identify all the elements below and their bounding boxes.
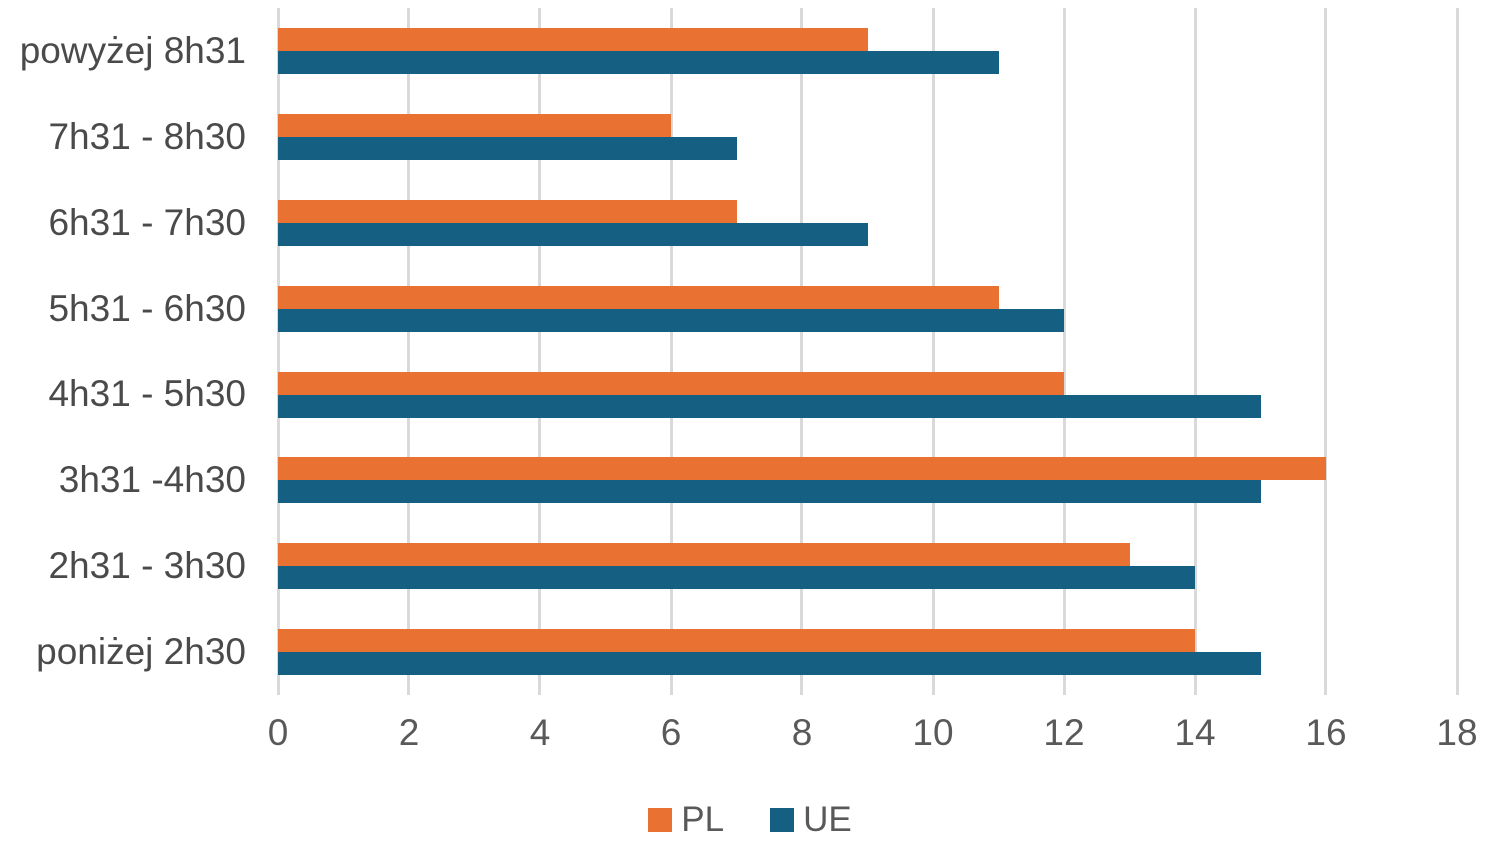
bar-ue-0 — [278, 51, 999, 74]
bar-pl-7 — [278, 629, 1195, 653]
legend-item-ue: UE — [770, 800, 852, 840]
bar-ue-1 — [278, 136, 737, 160]
gridline-x-8 — [800, 8, 804, 695]
bar-row-4 — [278, 352, 1457, 438]
bar-row-2 — [278, 180, 1457, 266]
legend-label-pl: PL — [681, 800, 725, 839]
x-tick-label-12: 12 — [1043, 712, 1085, 753]
gridline-x-14 — [1193, 8, 1197, 695]
x-tick-label-6: 6 — [660, 712, 682, 753]
legend-swatch-pl — [648, 808, 673, 832]
x-tick-label-4: 4 — [529, 712, 551, 753]
bar-row-5 — [278, 437, 1457, 523]
bar-row-1 — [278, 94, 1457, 180]
legend: PL UE — [0, 798, 1500, 842]
category-label-0: powyżej 8h31 — [19, 29, 246, 71]
legend-label-ue: UE — [803, 800, 852, 839]
x-tick-label-18: 18 — [1436, 712, 1478, 753]
bar-pl-1 — [278, 113, 671, 137]
category-label-6: 2h31 - 3h30 — [48, 545, 246, 587]
gridline-x-0 — [276, 8, 280, 695]
bar-row-0 — [278, 8, 1457, 94]
bar-pl-4 — [278, 371, 1064, 395]
gridline-x-6 — [669, 8, 673, 695]
bar-pl-3 — [278, 285, 999, 309]
category-label-1: 7h31 - 8h30 — [48, 115, 246, 157]
x-tick-label-10: 10 — [912, 712, 954, 753]
plot-area — [276, 8, 1459, 695]
x-tick-label-2: 2 — [398, 712, 420, 753]
x-tick-label-14: 14 — [1174, 712, 1216, 753]
bar-ue-6 — [278, 566, 1195, 590]
gridline-x-16 — [1324, 8, 1328, 695]
gridline-x-18 — [1455, 8, 1459, 695]
bar-row-6 — [278, 523, 1457, 609]
bar-pl-5 — [278, 457, 1326, 481]
bar-ue-5 — [278, 480, 1261, 504]
category-label-7: poniżej 2h30 — [36, 631, 246, 673]
category-label-5: 3h31 -4h30 — [58, 459, 246, 501]
bar-pl-6 — [278, 543, 1130, 567]
y-axis-category-labels: powyżej 8h31 7h31 - 8h30 6h31 - 7h30 5h31 -… — [0, 8, 246, 695]
category-label-3: 5h31 - 6h30 — [48, 287, 246, 329]
bar-ue-2 — [278, 222, 868, 246]
bar-ue-3 — [278, 308, 1064, 332]
gridline-x-2 — [407, 8, 411, 695]
legend-swatch-ue — [770, 808, 795, 832]
bar-ue-4 — [278, 394, 1261, 418]
bar-row-7 — [278, 609, 1457, 695]
gridline-x-12 — [1062, 8, 1066, 695]
x-axis: 0 2 4 6 8 10 12 14 16 18 — [268, 706, 1478, 762]
bar-pl-2 — [278, 199, 737, 223]
category-label-4: 4h31 - 5h30 — [48, 373, 246, 415]
category-label-2: 6h31 - 7h30 — [48, 201, 246, 243]
x-tick-label-16: 16 — [1305, 712, 1347, 753]
bar-row-3 — [278, 266, 1457, 352]
legend-item-pl: PL — [648, 800, 724, 840]
x-tick-label-0: 0 — [267, 712, 289, 753]
gridline-x-4 — [538, 8, 542, 695]
gridline-x-10 — [931, 8, 935, 695]
x-tick-label-8: 8 — [791, 712, 813, 753]
bar-ue-7 — [278, 652, 1261, 676]
bar-pl-0 — [278, 28, 868, 51]
